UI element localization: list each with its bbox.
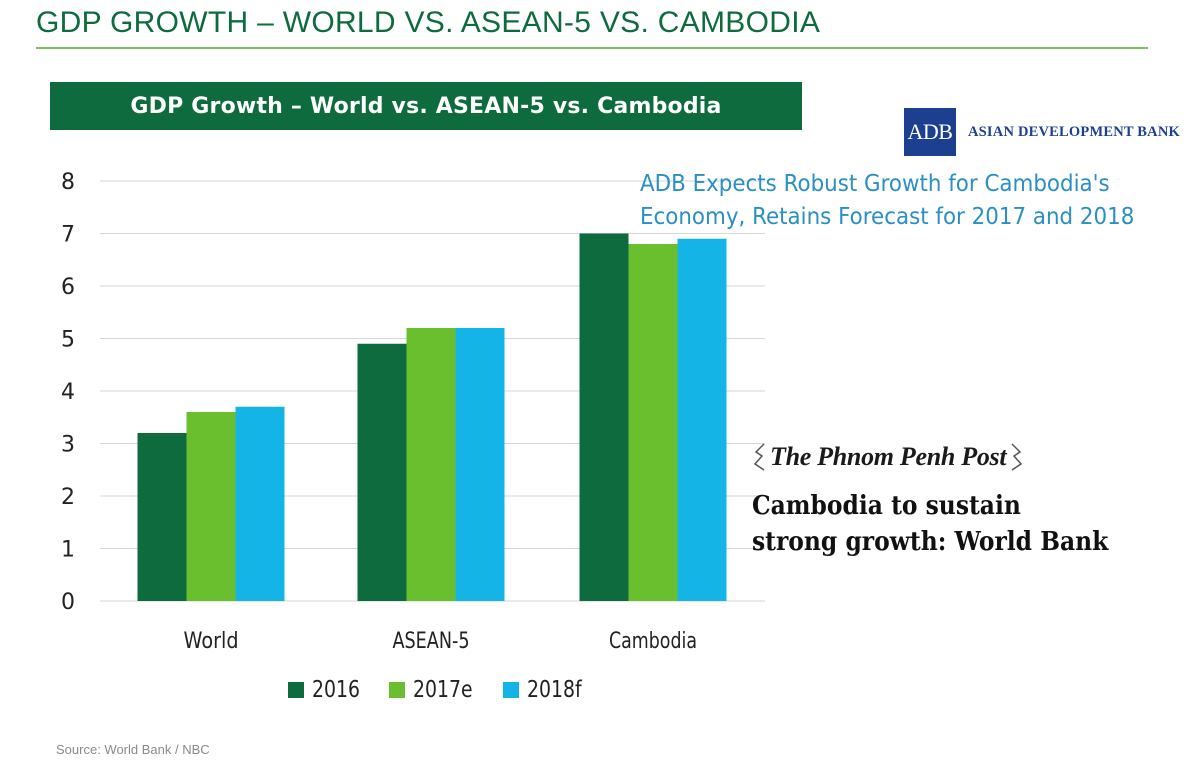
y-tick-label: 5 xyxy=(61,328,75,353)
legend-swatch-2018f xyxy=(503,682,520,698)
adb-news-headline: ADB Expects Robust Growth for Cambodia's… xyxy=(640,168,1180,234)
adb-headline-line-1: ADB Expects Robust Growth for Cambodia's xyxy=(640,171,1110,197)
chart-title: GDP Growth – World vs. ASEAN-5 vs. Cambo… xyxy=(50,82,802,130)
ppp-headline-line-1: Cambodia to sustain xyxy=(752,491,1021,521)
y-axis-ticks: 0 1 2 3 4 5 6 7 8 xyxy=(61,170,75,615)
bar-asean-5-2017e xyxy=(406,328,456,601)
adb-headline-line-2: Economy, Retains Forecast for 2017 and 2… xyxy=(640,204,1135,230)
source-note: Source: World Bank / NBC xyxy=(56,742,210,757)
bar-asean-5-2016 xyxy=(357,343,407,601)
bar-asean-5-2018f xyxy=(455,328,505,601)
adb-logo-mark: ADB xyxy=(904,108,956,156)
bar-world-2016 xyxy=(137,433,187,601)
legend-label-2018f: 2018f xyxy=(527,677,582,703)
y-tick-label: 2 xyxy=(61,485,75,510)
y-tick-label: 1 xyxy=(61,538,75,563)
phnom-penh-post-name: The Phnom Penh Post xyxy=(770,442,1007,471)
chart-bars xyxy=(137,233,727,601)
bar-world-2017e xyxy=(186,412,236,601)
legend-item-2016: 2016 xyxy=(288,677,371,703)
y-tick-label: 0 xyxy=(61,590,75,615)
slide-title: GDP GROWTH – WORLD VS. ASEAN-5 VS. CAMBO… xyxy=(36,6,821,39)
y-tick-label: 4 xyxy=(61,380,75,405)
legend-label-2017e: 2017e xyxy=(412,677,473,703)
y-tick-label: 6 xyxy=(61,275,75,300)
legend-swatch-2017e xyxy=(388,682,405,698)
bar-world-2018f xyxy=(235,406,285,601)
ppp-news-headline: Cambodia to sustain strong growth: World… xyxy=(752,488,1182,560)
phnom-penh-post-logo: The Phnom Penh Post xyxy=(752,438,1024,476)
bar-cambodia-2016 xyxy=(579,233,629,601)
legend-swatch-2016 xyxy=(288,682,304,698)
y-tick-label: 3 xyxy=(61,433,75,458)
bar-cambodia-2017e xyxy=(628,244,678,601)
ornament-left-icon xyxy=(753,443,765,471)
legend-item-2018f: 2018f xyxy=(503,677,594,703)
x-category-label: World xyxy=(184,629,239,654)
bar-cambodia-2018f xyxy=(677,238,727,601)
adb-logo-name: ASIAN DEVELOPMENT BANK xyxy=(968,123,1180,140)
title-divider xyxy=(36,47,1148,49)
ornament-right-icon xyxy=(1011,443,1023,471)
x-axis-categories: World ASEAN-5 Cambodia xyxy=(184,629,698,654)
adb-logo: ADB ASIAN DEVELOPMENT BANK xyxy=(904,108,1180,156)
legend-label-2016: 2016 xyxy=(312,677,361,703)
x-category-label: ASEAN-5 xyxy=(393,629,470,654)
y-tick-label: 7 xyxy=(61,223,75,248)
y-tick-label: 8 xyxy=(61,170,75,195)
ppp-headline-line-2: strong growth: World Bank xyxy=(752,527,1109,557)
legend-item-2017e: 2017e xyxy=(388,677,486,703)
x-category-label: Cambodia xyxy=(609,629,697,654)
chart-legend: 2016 2017e 2018f xyxy=(288,672,594,708)
